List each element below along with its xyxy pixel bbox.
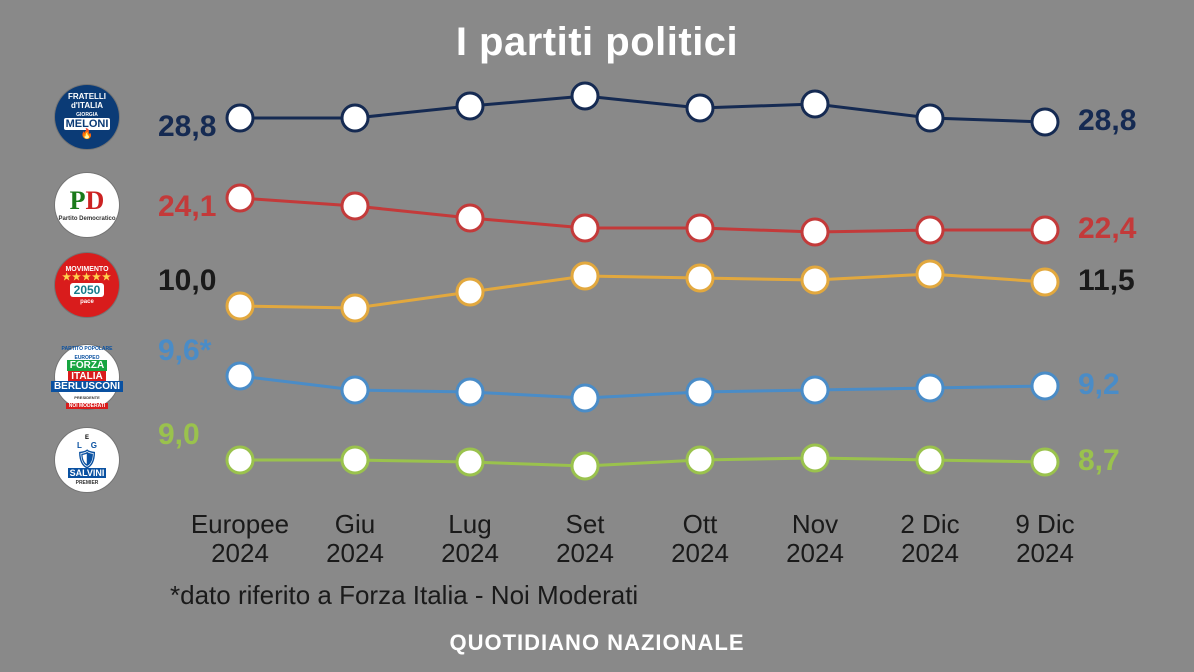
series-marker-fdi	[1032, 109, 1058, 135]
series-marker-lega	[572, 453, 598, 479]
series-marker-m5s	[572, 263, 598, 289]
series-marker-fdi	[227, 105, 253, 131]
series-marker-m5s	[917, 261, 943, 287]
series-marker-fi	[572, 385, 598, 411]
x-axis-label: Set2024	[556, 510, 614, 567]
series-marker-fi	[227, 363, 253, 389]
series-marker-fi	[917, 375, 943, 401]
series-marker-fdi	[687, 95, 713, 121]
series-marker-m5s	[227, 293, 253, 319]
x-axis-label: Nov2024	[786, 510, 844, 567]
series-marker-lega	[1032, 449, 1058, 475]
chart-footnote: *dato riferito a Forza Italia - Noi Mode…	[170, 580, 638, 611]
x-axis-label: 2 Dic2024	[900, 510, 959, 567]
series-marker-fdi	[802, 91, 828, 117]
series-marker-fdi	[917, 105, 943, 131]
last-value-m5s: 11,5	[1078, 264, 1135, 298]
series-marker-m5s	[687, 265, 713, 291]
series-marker-fdi	[572, 83, 598, 109]
series-marker-fi	[687, 379, 713, 405]
first-value-pd: 24,1	[158, 190, 216, 224]
series-marker-pd	[572, 215, 598, 241]
last-value-lega: 8,7	[1078, 444, 1120, 478]
x-axis-label: Giu2024	[326, 510, 384, 567]
series-marker-pd	[1032, 217, 1058, 243]
series-marker-lega	[457, 449, 483, 475]
x-axis-label: 9 Dic2024	[1015, 510, 1074, 567]
series-marker-m5s	[342, 295, 368, 321]
series-marker-fdi	[342, 105, 368, 131]
series-marker-lega	[802, 445, 828, 471]
first-value-lega: 9,0	[158, 418, 200, 452]
first-value-fdi: 28,8	[158, 110, 216, 144]
last-value-fi: 9,2	[1078, 368, 1120, 402]
series-marker-fi	[342, 377, 368, 403]
series-marker-lega	[687, 447, 713, 473]
series-marker-fi	[802, 377, 828, 403]
x-axis-label: Ott2024	[671, 510, 729, 567]
series-marker-m5s	[457, 279, 483, 305]
series-marker-fi	[457, 379, 483, 405]
last-value-pd: 22,4	[1078, 212, 1136, 246]
x-axis-label: Europee2024	[191, 510, 289, 567]
first-value-m5s: 10,0	[158, 264, 216, 298]
series-marker-fi	[1032, 373, 1058, 399]
series-marker-pd	[687, 215, 713, 241]
series-marker-pd	[342, 193, 368, 219]
series-marker-pd	[227, 185, 253, 211]
source-credit: QUOTIDIANO NAZIONALE	[0, 630, 1194, 656]
series-marker-m5s	[802, 267, 828, 293]
series-marker-m5s	[1032, 269, 1058, 295]
series-marker-pd	[802, 219, 828, 245]
series-marker-lega	[917, 447, 943, 473]
series-marker-lega	[227, 447, 253, 473]
series-marker-pd	[457, 205, 483, 231]
first-value-fi: 9,6*	[158, 334, 211, 368]
series-marker-lega	[342, 447, 368, 473]
series-marker-fdi	[457, 93, 483, 119]
x-axis-label: Lug2024	[441, 510, 499, 567]
series-marker-pd	[917, 217, 943, 243]
last-value-fdi: 28,8	[1078, 104, 1136, 138]
